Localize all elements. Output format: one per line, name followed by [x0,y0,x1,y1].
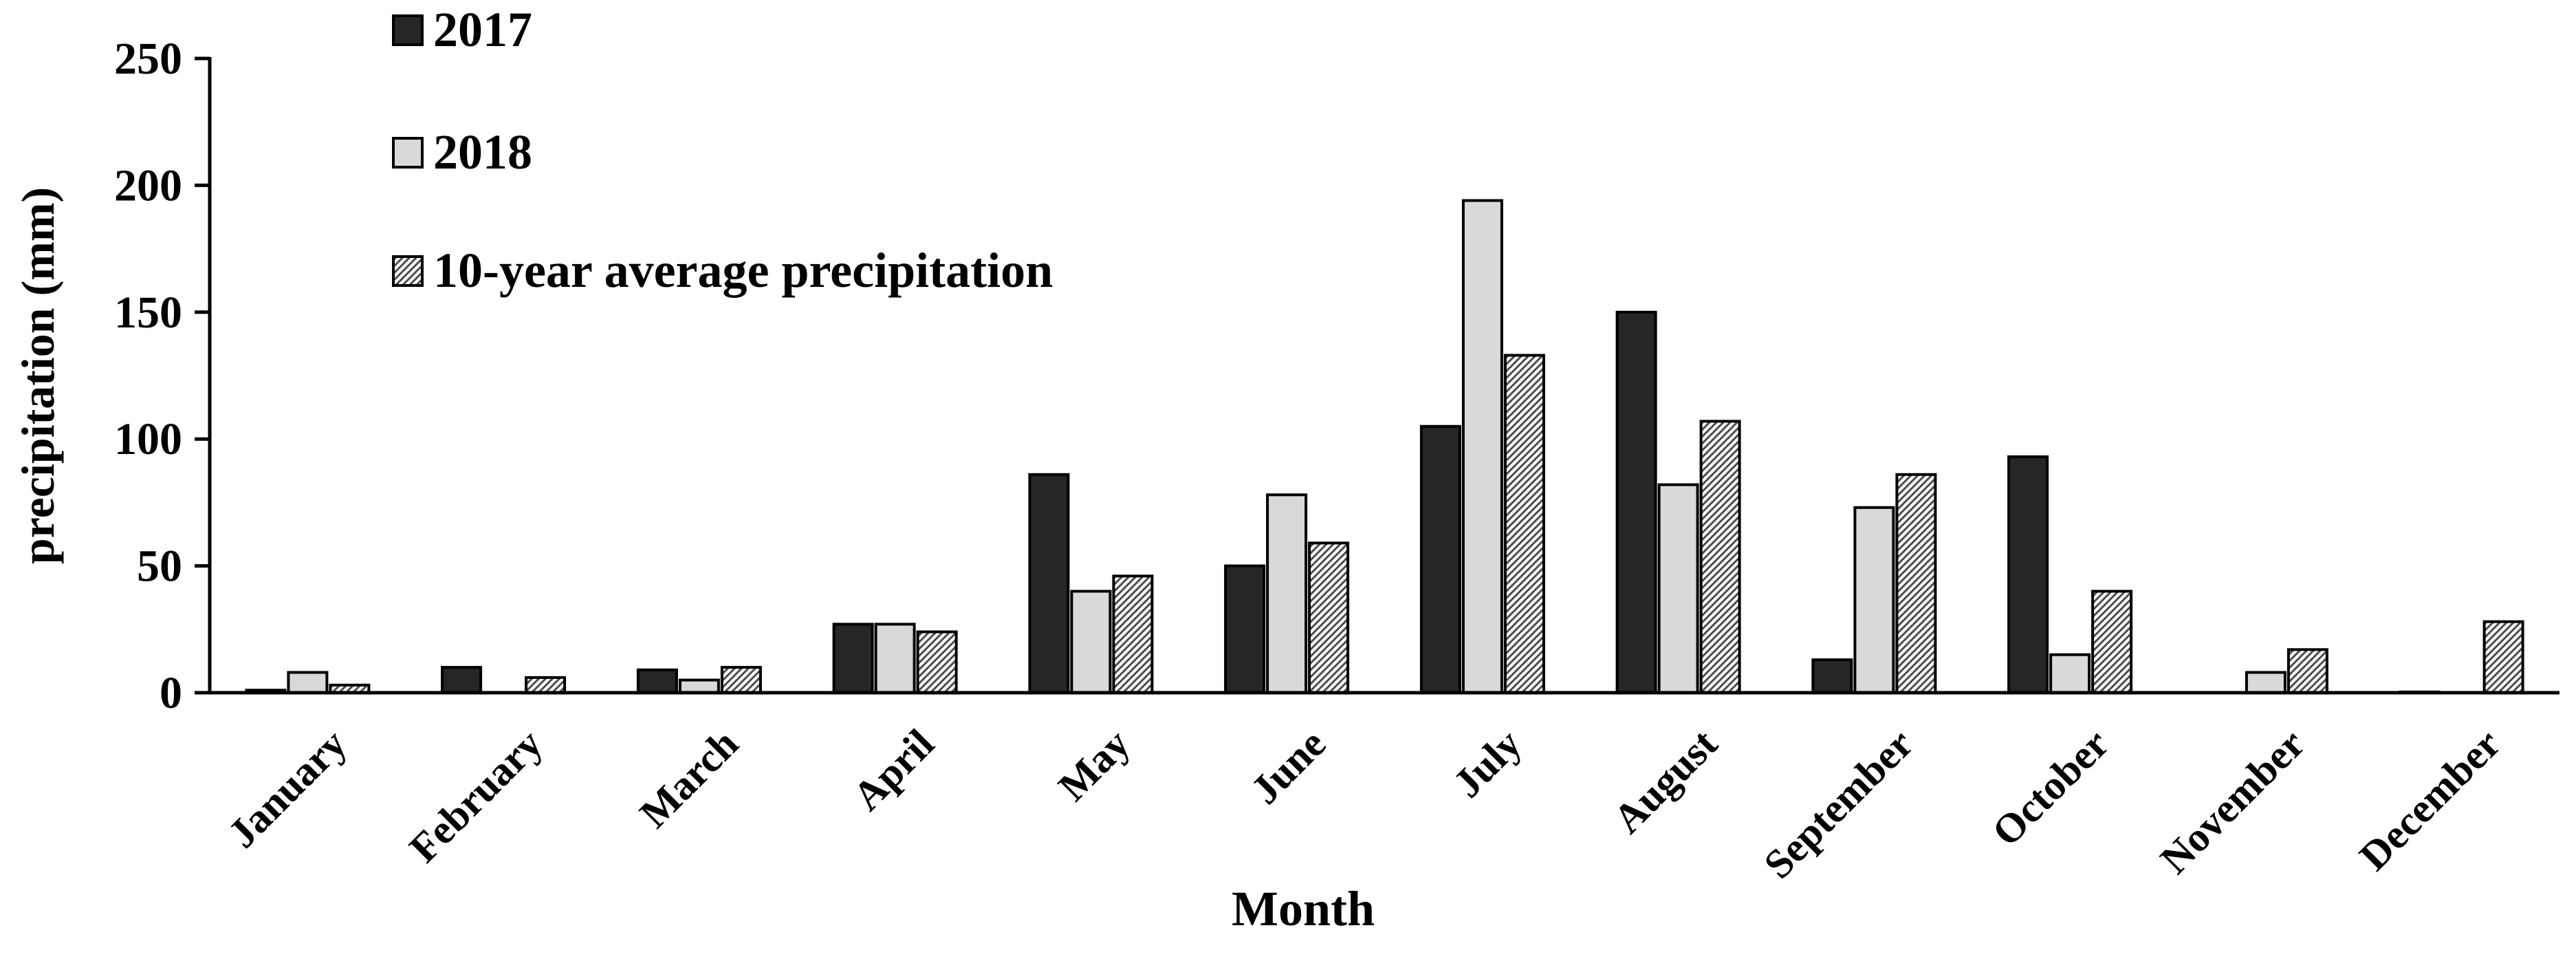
bar-2018-april [874,623,916,695]
y-tick-label-200: 200 [114,160,182,210]
bar-2018-july [1461,199,1503,694]
bar-2018-october [2049,653,2091,695]
bar-2018-august [1657,483,1699,694]
bar-2018-march [678,678,720,694]
legend-swatch-3 [392,255,424,287]
legend-swatch-1 [392,14,424,46]
plot-area [245,199,2524,695]
bar-10-year-average-precipitation-april [916,630,958,694]
x-tick-label-october: October [1983,721,2117,855]
bar-2017-june [1224,564,1266,694]
bar-10-year-average-precipitation-november [2286,648,2328,694]
bar-10-year-average-precipitation-march [720,666,762,694]
axes: January February March April May June July Augu… [12,34,2559,936]
y-tick-label-0: 0 [160,668,182,718]
bar-10-year-average-precipitation-july [1503,354,1545,694]
x-tick-label-september: September [1755,721,1921,887]
x-tick-label-november: November [2152,721,2313,883]
bar-2018-june [1266,493,1308,694]
legend-label-3: 10-year average precipitation [433,243,1053,298]
x-tick-label-august: August [1604,721,1725,842]
y-tick-label-150: 150 [114,288,182,338]
bar-2017-february [441,666,483,694]
bar-10-year-average-precipitation-december [2482,620,2524,695]
bar-2017-august [1615,310,1657,694]
bar-10-year-average-precipitation-september [1895,473,1937,694]
x-tick-label-june: June [1242,721,1334,813]
legend-label-2: 2018 [433,125,532,180]
bar-2017-september [1811,658,1853,694]
y-axis-title: precipitation (mm) [12,187,64,564]
bar-2017-march [636,668,678,694]
bar-10-year-average-precipitation-october [2091,590,2133,694]
bar-10-year-average-precipitation-august [1699,420,1741,695]
bar-10-year-average-precipitation-may [1112,574,1154,695]
bar-2018-november [2245,671,2286,694]
legend: 2017 2018 10-year average precipitation [392,2,1053,298]
legend-label-1: 2017 [433,2,532,57]
x-axis-title: Month [1232,881,1375,936]
legend-swatch-2 [392,137,424,169]
bar-2018-september [1853,506,1895,694]
x-tick-label-january: January [219,721,356,857]
bar-2018-january [287,671,329,694]
bar-2018-may [1070,590,1112,694]
y-tick-label-250: 250 [114,34,182,84]
bar-2017-april [832,623,874,695]
y-tick-label-100: 100 [114,414,182,464]
x-tick-label-may: May [1049,721,1138,810]
x-tick-label-february: February [401,721,552,872]
bar-2017-july [1419,424,1461,694]
x-tick-label-april: April [844,721,942,819]
x-tick-label-december: December [2350,721,2509,879]
y-tick-label-50: 50 [137,541,182,592]
bar-2017-october [2007,455,2049,694]
x-tick-label-march: March [631,721,747,836]
bar-10-year-average-precipitation-june [1308,541,1350,695]
x-tick-label-july: July [1445,721,1530,806]
bar-2017-may [1028,473,1070,694]
bar-10-year-average-precipitation-february [525,676,567,695]
